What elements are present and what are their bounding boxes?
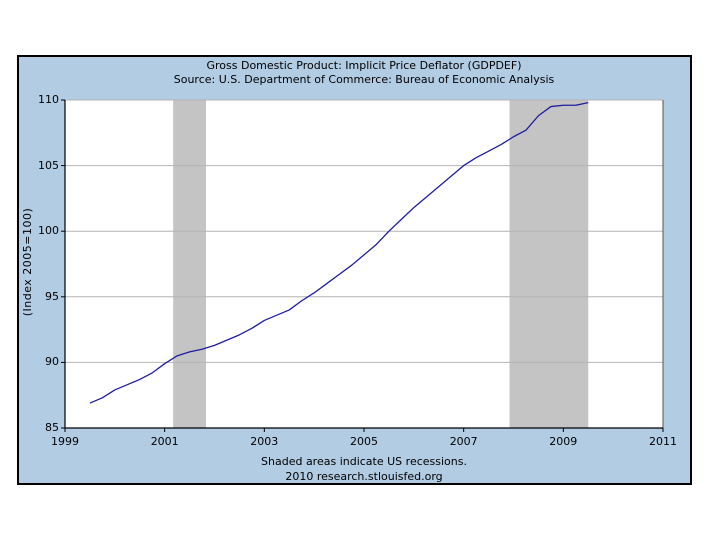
- y-axis-title: (Index 2005=100): [21, 207, 34, 317]
- chart-title-block: Gross Domestic Product: Implicit Price D…: [65, 59, 663, 87]
- x-tick-label: 2007: [449, 435, 478, 448]
- chart-title: Gross Domestic Product: Implicit Price D…: [206, 59, 522, 72]
- y-tick-label: 105: [38, 158, 59, 172]
- recession-band: [509, 100, 589, 428]
- x-tick-label: 2009: [549, 435, 578, 448]
- x-tick-label: 2001: [150, 435, 179, 448]
- y-tick-label: 100: [38, 224, 59, 238]
- chart-subtitle: Source: U.S. Department of Commerce: Bur…: [173, 73, 555, 86]
- x-tick-label: 2011: [649, 435, 677, 448]
- x-tick-label: 2005: [350, 435, 378, 448]
- fred-chart-panel: Gross Domestic Product: Implicit Price D…: [17, 55, 692, 485]
- chart-footer-block: Shaded areas indicate US recessions. 201…: [65, 454, 663, 484]
- gdpdef-line-chart: [61, 99, 664, 432]
- recession-note: Shaded areas indicate US recessions.: [261, 455, 467, 468]
- y-tick-label: 90: [45, 355, 59, 369]
- x-tick-label: 1999: [51, 435, 79, 448]
- recession-band: [173, 100, 207, 428]
- x-tick-label: 2003: [250, 435, 279, 448]
- y-tick-label: 110: [38, 93, 59, 106]
- y-tick-label: 95: [45, 289, 59, 303]
- y-tick-label: 85: [45, 421, 59, 434]
- source-note: 2010 research.stlouisfed.org: [285, 470, 443, 483]
- data-line: [89, 101, 589, 404]
